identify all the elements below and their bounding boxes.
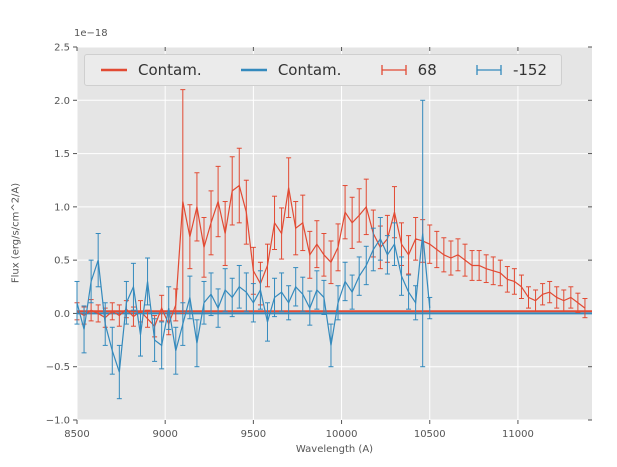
svg-text:8500: 8500 xyxy=(64,429,89,440)
legend-label: -152 xyxy=(512,61,547,79)
svg-text:0.0: 0.0 xyxy=(54,309,70,320)
y-axis-offset-text: 1e−18 xyxy=(74,28,108,39)
svg-text:9500: 9500 xyxy=(241,429,266,440)
svg-text:10000: 10000 xyxy=(326,429,358,440)
y-axis-label: Flux (erg/s/cm^2/A) xyxy=(10,182,22,284)
svg-text:11000: 11000 xyxy=(502,429,534,440)
red-errorbar-swatch xyxy=(379,63,409,77)
legend: Contam. Contam. 68 -152 xyxy=(84,54,562,86)
x-axis-label: Wavelength (A) xyxy=(295,444,374,455)
series--152 xyxy=(74,99,433,400)
svg-text:1.0: 1.0 xyxy=(54,202,70,213)
legend-label: Contam. xyxy=(138,61,202,79)
tick-labels: 8500 9000 9500 10000 10500 11000 −1.0 −0.5 0.0 0.… xyxy=(46,43,534,441)
legend-label: Contam. xyxy=(277,61,342,79)
svg-text:9000: 9000 xyxy=(152,429,177,440)
legend-item-68: 68 xyxy=(379,61,437,79)
legend-label: 68 xyxy=(417,61,437,79)
svg-text:0.5: 0.5 xyxy=(54,256,70,267)
legend-item-contam-blue: Contam. xyxy=(239,61,342,79)
red-line-swatch xyxy=(99,63,129,77)
legend-item-contam-red: Contam. xyxy=(99,61,202,79)
svg-text:−0.5: −0.5 xyxy=(46,362,70,373)
series-68 xyxy=(74,89,588,338)
blue-errorbar-swatch xyxy=(474,63,504,77)
legend-item-minus152: -152 xyxy=(474,61,547,79)
blue-line-swatch xyxy=(239,63,269,77)
svg-text:10500: 10500 xyxy=(414,429,446,440)
svg-text:2.5: 2.5 xyxy=(54,43,70,54)
plot-background xyxy=(77,47,592,420)
tick-marks xyxy=(73,46,592,424)
svg-text:2.0: 2.0 xyxy=(54,96,70,107)
svg-text:−1.0: −1.0 xyxy=(46,416,70,427)
svg-text:1.5: 1.5 xyxy=(54,149,70,160)
